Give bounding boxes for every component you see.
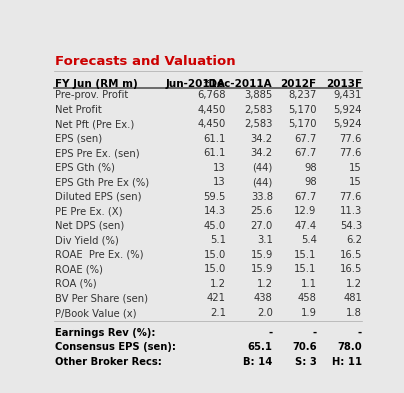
Text: 13: 13	[213, 177, 226, 187]
Text: S: 3: S: 3	[295, 357, 317, 367]
Text: 6,768: 6,768	[197, 90, 226, 100]
Text: 481: 481	[343, 294, 362, 303]
Text: 33.8: 33.8	[251, 192, 273, 202]
Text: 27.0: 27.0	[250, 221, 273, 231]
Text: -: -	[358, 328, 362, 338]
Text: 3,885: 3,885	[244, 90, 273, 100]
Text: 4,450: 4,450	[198, 119, 226, 129]
Text: 15: 15	[349, 177, 362, 187]
Text: 77.6: 77.6	[340, 192, 362, 202]
Text: 1.1: 1.1	[301, 279, 317, 289]
Text: 438: 438	[254, 294, 273, 303]
Text: EPS Pre Ex. (sen): EPS Pre Ex. (sen)	[55, 148, 140, 158]
Text: 4,450: 4,450	[198, 105, 226, 115]
Text: 1.9: 1.9	[301, 308, 317, 318]
Text: 15: 15	[349, 163, 362, 173]
Text: 6.2: 6.2	[346, 235, 362, 245]
Text: 98: 98	[304, 163, 317, 173]
Text: PE Pre Ex. (X): PE Pre Ex. (X)	[55, 206, 123, 216]
Text: Diluted EPS (sen): Diluted EPS (sen)	[55, 192, 142, 202]
Text: 34.2: 34.2	[250, 134, 273, 144]
Text: 5,170: 5,170	[288, 119, 317, 129]
Text: 15.9: 15.9	[250, 264, 273, 274]
Text: *Dec-2011A: *Dec-2011A	[204, 79, 273, 89]
Text: 3.1: 3.1	[257, 235, 273, 245]
Text: B: 14: B: 14	[244, 357, 273, 367]
Text: 14.3: 14.3	[204, 206, 226, 216]
Text: 77.6: 77.6	[340, 148, 362, 158]
Text: 13: 13	[213, 163, 226, 173]
Text: 8,237: 8,237	[288, 90, 317, 100]
Text: -: -	[269, 328, 273, 338]
Text: Jun-2011A: Jun-2011A	[166, 79, 226, 89]
Text: 59.5: 59.5	[204, 192, 226, 202]
Text: 421: 421	[207, 294, 226, 303]
Text: 2013F: 2013F	[326, 79, 362, 89]
Text: BV Per Share (sen): BV Per Share (sen)	[55, 294, 148, 303]
Text: 2.0: 2.0	[257, 308, 273, 318]
Text: 2,583: 2,583	[244, 119, 273, 129]
Text: 61.1: 61.1	[204, 134, 226, 144]
Text: 1.2: 1.2	[257, 279, 273, 289]
Text: 15.1: 15.1	[294, 264, 317, 274]
Text: 78.0: 78.0	[337, 342, 362, 352]
Text: ROA (%): ROA (%)	[55, 279, 97, 289]
Text: (44): (44)	[252, 163, 273, 173]
Text: 15.0: 15.0	[204, 250, 226, 260]
Text: 54.3: 54.3	[340, 221, 362, 231]
Text: Pre-prov. Profit: Pre-prov. Profit	[55, 90, 128, 100]
Text: 5,170: 5,170	[288, 105, 317, 115]
Text: 5,924: 5,924	[334, 105, 362, 115]
Text: EPS Gth Pre Ex (%): EPS Gth Pre Ex (%)	[55, 177, 149, 187]
Text: 2,583: 2,583	[244, 105, 273, 115]
Text: 34.2: 34.2	[250, 148, 273, 158]
Text: 15.9: 15.9	[250, 250, 273, 260]
Text: EPS (sen): EPS (sen)	[55, 134, 102, 144]
Text: 67.7: 67.7	[294, 192, 317, 202]
Text: (44): (44)	[252, 177, 273, 187]
Text: 5.4: 5.4	[301, 235, 317, 245]
Text: 5,924: 5,924	[334, 119, 362, 129]
Text: ROAE (%): ROAE (%)	[55, 264, 103, 274]
Text: 5.1: 5.1	[210, 235, 226, 245]
Text: FY Jun (RM m): FY Jun (RM m)	[55, 79, 138, 89]
Text: 98: 98	[304, 177, 317, 187]
Text: Earnings Rev (%):: Earnings Rev (%):	[55, 328, 156, 338]
Text: 2.1: 2.1	[210, 308, 226, 318]
Text: 61.1: 61.1	[204, 148, 226, 158]
Text: 67.7: 67.7	[294, 148, 317, 158]
Text: 1.8: 1.8	[346, 308, 362, 318]
Text: 15.0: 15.0	[204, 264, 226, 274]
Text: Net DPS (sen): Net DPS (sen)	[55, 221, 124, 231]
Text: Net Pft (Pre Ex.): Net Pft (Pre Ex.)	[55, 119, 135, 129]
Text: Net Profit: Net Profit	[55, 105, 102, 115]
Text: Div Yield (%): Div Yield (%)	[55, 235, 119, 245]
Text: 15.1: 15.1	[294, 250, 317, 260]
Text: 65.1: 65.1	[248, 342, 273, 352]
Text: 458: 458	[298, 294, 317, 303]
Text: 70.6: 70.6	[292, 342, 317, 352]
Text: H: 11: H: 11	[332, 357, 362, 367]
Text: 77.6: 77.6	[340, 134, 362, 144]
Text: 47.4: 47.4	[295, 221, 317, 231]
Text: ROAE  Pre Ex. (%): ROAE Pre Ex. (%)	[55, 250, 144, 260]
Text: 67.7: 67.7	[294, 134, 317, 144]
Text: 16.5: 16.5	[340, 250, 362, 260]
Text: EPS Gth (%): EPS Gth (%)	[55, 163, 115, 173]
Text: 9,431: 9,431	[334, 90, 362, 100]
Text: 25.6: 25.6	[250, 206, 273, 216]
Text: 1.2: 1.2	[210, 279, 226, 289]
Text: 1.2: 1.2	[346, 279, 362, 289]
Text: Consensus EPS (sen):: Consensus EPS (sen):	[55, 342, 176, 352]
Text: 16.5: 16.5	[340, 264, 362, 274]
Text: P/Book Value (x): P/Book Value (x)	[55, 308, 137, 318]
Text: 12.9: 12.9	[294, 206, 317, 216]
Text: 2012F: 2012F	[280, 79, 317, 89]
Text: Forecasts and Valuation: Forecasts and Valuation	[55, 55, 236, 68]
Text: 45.0: 45.0	[204, 221, 226, 231]
Text: 11.3: 11.3	[340, 206, 362, 216]
Text: Other Broker Recs:: Other Broker Recs:	[55, 357, 162, 367]
Text: -: -	[313, 328, 317, 338]
